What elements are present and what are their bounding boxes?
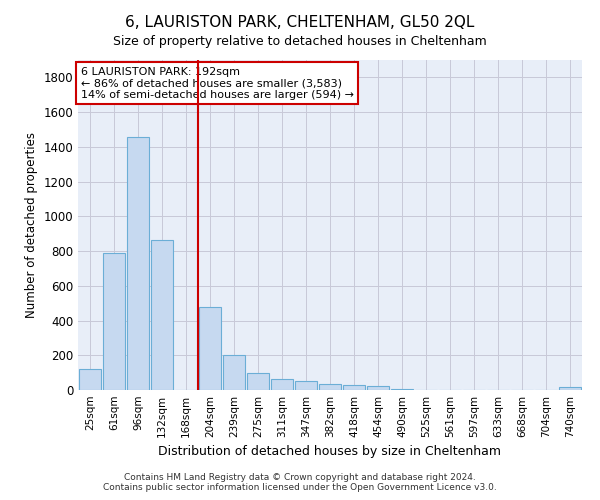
X-axis label: Distribution of detached houses by size in Cheltenham: Distribution of detached houses by size … <box>158 446 502 458</box>
Bar <box>199 306 221 390</box>
Bar <box>391 389 413 390</box>
Bar <box>271 378 293 390</box>
Bar <box>319 384 341 390</box>
Bar <box>103 253 125 390</box>
Bar <box>151 240 173 390</box>
Bar <box>127 138 149 390</box>
Bar <box>223 356 245 390</box>
Bar <box>79 369 101 390</box>
Bar <box>247 372 269 390</box>
Text: Size of property relative to detached houses in Cheltenham: Size of property relative to detached ho… <box>113 35 487 48</box>
Text: Contains HM Land Registry data © Crown copyright and database right 2024.
Contai: Contains HM Land Registry data © Crown c… <box>103 473 497 492</box>
Bar <box>295 382 317 390</box>
Text: 6 LAURISTON PARK: 192sqm
← 86% of detached houses are smaller (3,583)
14% of sem: 6 LAURISTON PARK: 192sqm ← 86% of detach… <box>80 66 353 100</box>
Bar <box>343 385 365 390</box>
Bar <box>367 386 389 390</box>
Text: 6, LAURISTON PARK, CHELTENHAM, GL50 2QL: 6, LAURISTON PARK, CHELTENHAM, GL50 2QL <box>125 15 475 30</box>
Y-axis label: Number of detached properties: Number of detached properties <box>25 132 38 318</box>
Bar <box>559 386 581 390</box>
